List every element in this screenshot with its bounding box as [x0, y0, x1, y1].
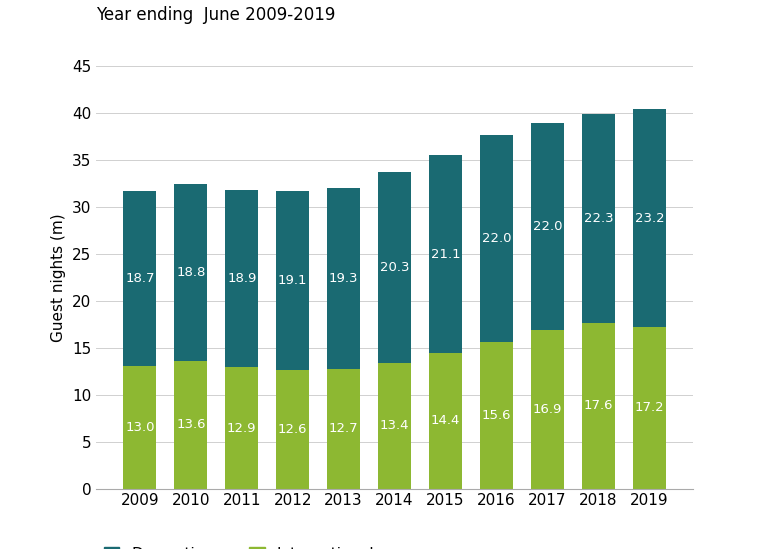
Bar: [429, 155, 462, 354]
Legend: Domestic, International: Domestic, International: [104, 547, 374, 549]
Bar: [123, 367, 156, 489]
Text: 18.8: 18.8: [176, 266, 206, 279]
Bar: [327, 369, 360, 489]
Text: 13.0: 13.0: [126, 421, 155, 434]
Bar: [226, 367, 259, 489]
Text: Year ending  June 2009-2019: Year ending June 2009-2019: [96, 6, 336, 24]
Bar: [582, 114, 615, 323]
Text: 14.4: 14.4: [431, 414, 460, 428]
Text: 20.3: 20.3: [380, 261, 410, 274]
Bar: [226, 190, 259, 367]
Bar: [429, 354, 462, 489]
Bar: [480, 342, 513, 489]
Text: 22.0: 22.0: [482, 232, 511, 245]
Bar: [480, 136, 513, 342]
Bar: [633, 327, 666, 489]
Text: 22.0: 22.0: [533, 220, 562, 233]
Bar: [531, 123, 564, 330]
Text: 18.7: 18.7: [126, 272, 155, 285]
Text: 19.3: 19.3: [329, 272, 359, 285]
Bar: [123, 191, 156, 367]
Bar: [174, 184, 207, 361]
Text: 16.9: 16.9: [533, 403, 562, 416]
Text: 18.9: 18.9: [227, 272, 256, 285]
Bar: [531, 330, 564, 489]
Bar: [276, 191, 310, 370]
Y-axis label: Guest nights (m): Guest nights (m): [52, 213, 66, 341]
Text: 21.1: 21.1: [430, 248, 460, 261]
Bar: [582, 323, 615, 489]
Text: 22.3: 22.3: [584, 212, 613, 225]
Text: 15.6: 15.6: [482, 409, 511, 422]
Text: 12.7: 12.7: [329, 423, 359, 435]
Bar: [276, 370, 310, 489]
Text: 17.6: 17.6: [584, 400, 613, 412]
Text: 17.2: 17.2: [634, 401, 665, 414]
Text: 12.6: 12.6: [278, 423, 307, 436]
Text: 19.1: 19.1: [278, 274, 307, 287]
Text: 23.2: 23.2: [634, 211, 665, 225]
Bar: [327, 188, 360, 369]
Text: 13.6: 13.6: [176, 418, 206, 431]
Text: 12.9: 12.9: [227, 422, 256, 434]
Bar: [378, 172, 411, 363]
Bar: [378, 363, 411, 489]
Text: 13.4: 13.4: [380, 419, 410, 432]
Bar: [174, 361, 207, 489]
Bar: [633, 109, 666, 327]
